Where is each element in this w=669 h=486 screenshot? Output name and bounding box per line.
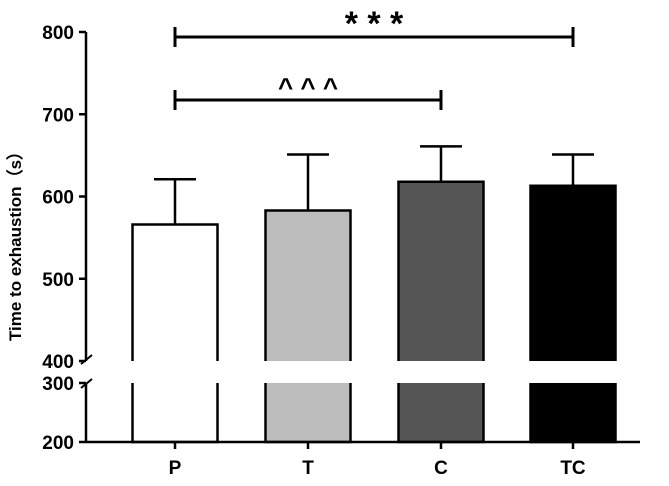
y-tick-label-300: 300	[42, 374, 74, 395]
y-tick-label-500: 500	[42, 270, 74, 291]
bar-tc-lower	[529, 383, 617, 444]
y-axis-label: Time to exhaustion（s）	[5, 143, 25, 341]
significance-label-1: ^ ^ ^	[278, 72, 338, 102]
bar-p-upper	[131, 223, 219, 361]
x-tick-label-p: P	[169, 458, 182, 479]
y-tick-label-800: 800	[42, 23, 74, 44]
y-tick-label-400: 400	[42, 352, 74, 373]
bar-c-upper	[397, 180, 485, 361]
y-tick-label-600: 600	[42, 188, 74, 209]
significance-label-2: * * *	[345, 5, 404, 43]
y-tick-label-700: 700	[42, 105, 74, 126]
x-tick-label-t: T	[302, 458, 314, 479]
x-tick-label-tc: TC	[560, 458, 586, 479]
bar-t-upper	[264, 209, 352, 361]
y-tick-label-200: 200	[42, 433, 74, 454]
bar-t-lower	[264, 383, 352, 444]
axis-break-mark-upper	[80, 354, 93, 365]
bar-tc-upper	[529, 184, 617, 361]
x-tick-label-c: C	[434, 458, 448, 479]
bar-c-lower	[397, 383, 485, 444]
bar-p-lower	[131, 383, 219, 444]
axis-break-mark-lower	[80, 378, 93, 389]
